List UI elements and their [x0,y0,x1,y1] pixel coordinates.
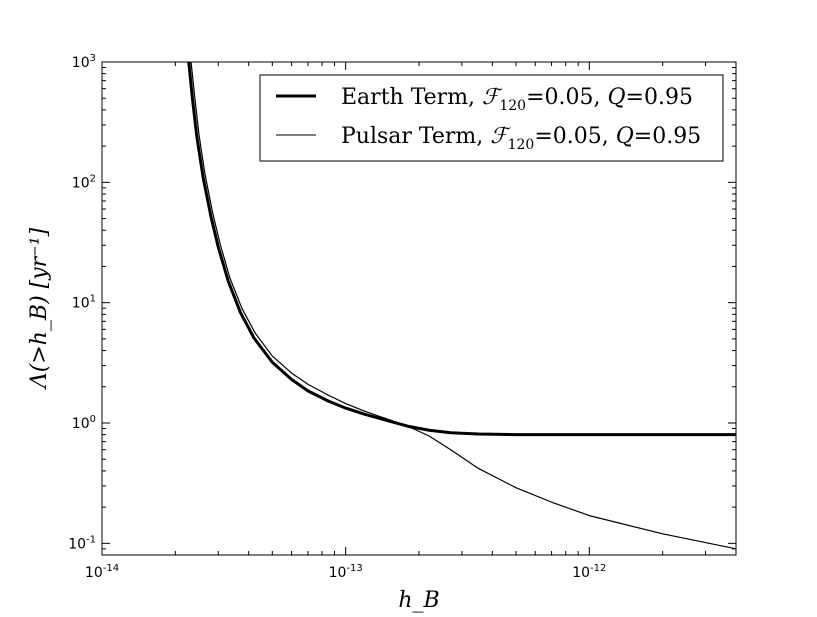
y-tick-label: 101 [72,294,96,312]
legend-frame [259,74,724,162]
series-line-pulsar-term [190,62,736,550]
x-tick-label: 10-13 [329,563,363,581]
plot-frame [101,61,737,556]
y-tick-label: 100 [72,414,96,432]
x-tick-label: 10-12 [572,563,606,581]
y-tick-label: 102 [72,173,96,191]
y-tick-label: 103 [72,53,96,71]
legend-label-earth-term: Earth Term, ℱ120=0.05, Q=0.95 [341,85,693,114]
x-axis-title: h_B [398,588,439,613]
series-layer [187,62,736,550]
legend-label-pulsar-term: Pulsar Term, ℱ120=0.05, Q=0.95 [341,124,701,153]
y-tick-label: 10-1 [68,534,96,552]
legend: Earth Term, ℱ120=0.05, Q=0.95 Pulsar Ter… [259,74,724,162]
series-line-earth-term [187,62,736,437]
x-tick-label: 10-14 [85,563,119,581]
ticks-layer: 10-14 10-13 10-12 10-1 100 101 102 103 [68,53,737,581]
y-axis-title: Λ(>h_B) [yr⁻¹] [27,227,52,390]
